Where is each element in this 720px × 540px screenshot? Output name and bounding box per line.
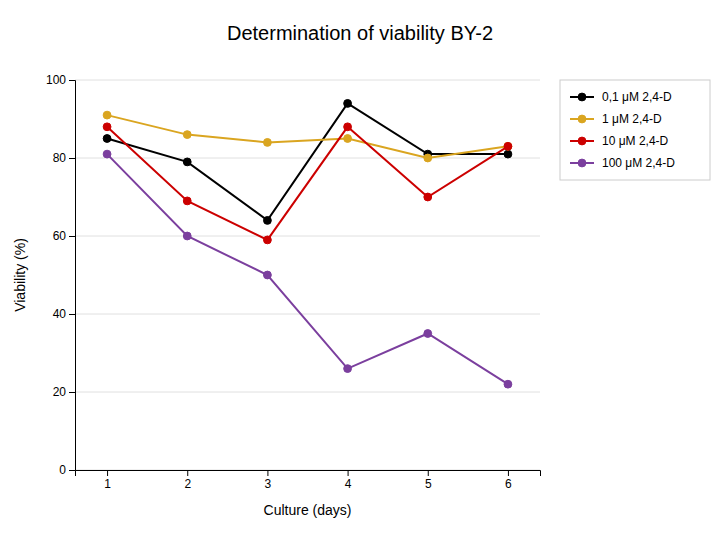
grid-line: [75, 236, 540, 237]
tick-label: 3: [265, 477, 272, 491]
tick-label: 5: [425, 477, 432, 491]
series-line: [107, 127, 508, 240]
series-marker: [183, 158, 191, 166]
tick-mark: [69, 470, 75, 471]
tick: 40: [53, 307, 75, 321]
tick: 60: [53, 229, 75, 243]
tick-label: 2: [184, 477, 191, 491]
legend-label: 0,1 μM 2,4-D: [602, 90, 672, 104]
tick-mark: [187, 470, 188, 476]
legend-label: 100 μM 2,4-D: [602, 156, 675, 170]
legend-item: 100 μM 2,4-D: [570, 156, 675, 170]
legend: 0,1 μM 2,4-D 1 μM 2,4-D 10 μM 2,4-D 100 μM …: [560, 80, 710, 180]
series-marker: [183, 232, 191, 240]
legend-item: 10 μM 2,4-D: [570, 134, 669, 148]
series-marker: [344, 123, 352, 131]
series-marker: [183, 197, 191, 205]
series-marker: [103, 150, 111, 158]
tick-label: 4: [345, 477, 352, 491]
tick-mark: [69, 314, 75, 315]
plot-area: 123456020406080100Culture (days)Viabilit…: [12, 73, 541, 518]
series-marker: [264, 271, 272, 279]
marks: [103, 99, 512, 388]
series-marker: [424, 330, 432, 338]
series-marker: [344, 135, 352, 143]
tick-label: 6: [505, 477, 512, 491]
series-line: [107, 115, 508, 158]
title: Determination of viability BY-2: [227, 22, 493, 44]
series-marker: [103, 123, 111, 131]
tick: 1: [104, 470, 111, 491]
tick: 20: [53, 385, 75, 399]
tick: 4: [345, 470, 352, 491]
series-marker: [344, 99, 352, 107]
tick: 0: [59, 463, 75, 477]
series-marker: [504, 150, 512, 158]
series-marker: [264, 236, 272, 244]
series-marker: [103, 135, 111, 143]
tick-mark: [69, 80, 75, 81]
legend-item: 0,1 μM 2,4-D: [570, 90, 672, 104]
series-marker: [344, 365, 352, 373]
series-line: [107, 154, 508, 384]
tick-mark: [508, 470, 509, 476]
legend-marker: [578, 115, 586, 123]
tick-label: 0: [59, 463, 66, 477]
series-marker: [183, 131, 191, 139]
grid: [75, 80, 540, 470]
series-marker: [264, 138, 272, 146]
series-marker: [103, 111, 111, 119]
series-marker: [504, 142, 512, 150]
y-axis: 0 20 40 60 80 100: [46, 73, 76, 477]
grid-line: [75, 80, 540, 81]
series-marker: [424, 154, 432, 162]
legend-item: 1 μM 2,4-D: [570, 112, 662, 126]
legend-label: 10 μM 2,4-D: [602, 134, 669, 148]
grid-line: [75, 158, 540, 159]
tick-label: 40: [53, 307, 67, 321]
tick: 6: [505, 470, 512, 491]
axis-line: [76, 471, 541, 477]
y-axis-title: Viability (%): [12, 238, 28, 312]
axis-line: [69, 81, 76, 471]
series-line: [107, 103, 508, 220]
legend-frame: [560, 80, 710, 180]
tick-label: 60: [53, 229, 67, 243]
tick-mark: [69, 392, 75, 393]
tick-mark: [69, 236, 75, 237]
tick-label: 1: [104, 477, 111, 491]
x-axis: 1 2 3 4 5 6: [76, 470, 541, 491]
tick-label: 80: [53, 151, 67, 165]
grid-line: [75, 314, 540, 315]
tick: 5: [425, 470, 432, 491]
tick-mark: [428, 470, 429, 476]
series-marker: [504, 380, 512, 388]
tick-mark: [348, 470, 349, 476]
series-marker: [504, 142, 512, 150]
legend-label: 1 μM 2,4-D: [602, 112, 662, 126]
legend-marker: [578, 159, 586, 167]
tick: 80: [53, 151, 75, 165]
tick-label: 20: [53, 385, 67, 399]
grid-line: [75, 392, 540, 393]
tick-mark: [69, 158, 75, 159]
x-axis-title: Culture (days): [264, 502, 352, 518]
tick: 2: [184, 470, 191, 491]
chart: 123456020406080100Culture (days)Viabilit…: [0, 0, 720, 540]
series-marker: [264, 216, 272, 224]
tick-mark: [107, 470, 108, 476]
legend-marker: [578, 93, 586, 101]
tick-mark: [267, 470, 268, 476]
series-marker: [424, 193, 432, 201]
legend-marker: [578, 137, 586, 145]
tick: 3: [265, 470, 272, 491]
tick: 100: [46, 73, 75, 87]
tick-label: 100: [46, 73, 66, 87]
